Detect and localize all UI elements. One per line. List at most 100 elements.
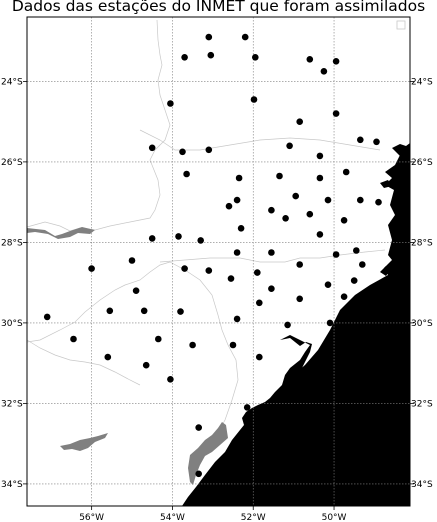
station-marker	[195, 470, 202, 478]
lakes	[27, 227, 228, 485]
station-marker	[175, 233, 182, 240]
station-marker	[167, 376, 174, 383]
lat-tick-label-right: 34°S	[411, 480, 433, 490]
station-marker	[253, 269, 261, 276]
station-marker	[284, 321, 291, 329]
lat-tick-label-left: 32°S	[1, 399, 23, 409]
station-marker	[237, 225, 245, 232]
station-marker	[179, 148, 186, 156]
lat-tick-label-left: 34°S	[1, 480, 23, 490]
lon-tick-label: 54°W	[160, 513, 185, 522]
station-marker	[227, 275, 235, 282]
station-marker	[233, 196, 241, 204]
station-marker	[243, 404, 251, 411]
station-marker	[276, 172, 283, 180]
station-marker	[296, 295, 304, 303]
lat-tick-label-right: 24°S	[411, 77, 433, 87]
station-marker	[316, 231, 324, 238]
station-marker	[324, 281, 332, 289]
station-marker	[357, 136, 364, 144]
lon-tick-label: 52°W	[241, 513, 266, 522]
station-marker	[106, 307, 114, 315]
station-marker	[326, 319, 334, 327]
station-marker	[357, 196, 364, 204]
station-marker	[316, 152, 324, 160]
station-marker	[250, 96, 258, 103]
lat-tick-label-right: 30°S	[411, 319, 433, 329]
lat-tick-label-left: 28°S	[1, 238, 23, 248]
station-marker	[205, 33, 213, 41]
legend-box	[396, 20, 406, 30]
station-marker	[229, 341, 237, 349]
station-marker	[375, 198, 382, 206]
station-marker	[268, 249, 275, 256]
station-marker	[142, 361, 150, 369]
axis-ticks: 56°W 54°W 52°W 50°W 24°S 24°S 26°S 26°S 28°S 28°S…	[1, 77, 433, 522]
station-marker	[43, 313, 51, 321]
map-title: Dados das estações do INMET que foram as…	[11, 0, 426, 15]
station-marker	[225, 202, 233, 210]
station-marker	[197, 237, 204, 244]
station-marker	[306, 56, 314, 63]
station-marker	[292, 192, 300, 200]
station-marker	[205, 267, 213, 274]
lat-tick-label-left: 30°S	[1, 319, 23, 329]
station-marker	[359, 261, 366, 268]
station-marker	[233, 249, 241, 256]
grid-lines	[27, 17, 410, 506]
station-marker	[332, 110, 340, 117]
station-marker	[353, 247, 360, 254]
station-marker	[132, 287, 140, 295]
station-marker	[88, 265, 95, 272]
station-marker	[104, 353, 112, 361]
station-marker	[373, 138, 380, 146]
station-marker	[177, 308, 184, 315]
station-marker	[296, 261, 304, 268]
station-marker	[140, 307, 148, 315]
station-marker	[235, 174, 243, 182]
lat-tick-label-right: 26°S	[411, 158, 433, 168]
station-marker	[128, 257, 136, 264]
stations-layer	[43, 33, 382, 478]
station-marker	[306, 210, 314, 218]
station-marker	[70, 335, 77, 343]
station-marker	[148, 144, 156, 152]
lat-tick-label-right: 32°S	[411, 399, 433, 409]
station-marker	[148, 235, 156, 242]
map-frame	[26, 16, 411, 507]
station-marker	[183, 170, 190, 178]
station-marker	[340, 293, 348, 301]
station-marker	[268, 285, 275, 293]
station-marker	[233, 315, 241, 323]
station-marker	[342, 168, 350, 176]
station-marker	[167, 100, 174, 107]
station-marker	[255, 299, 263, 307]
lat-tick-label-left: 26°S	[1, 158, 23, 168]
station-marker	[181, 265, 188, 272]
station-marker	[207, 51, 215, 59]
station-marker	[316, 174, 324, 182]
ocean	[182, 143, 410, 506]
station-marker	[332, 58, 340, 65]
station-marker	[340, 217, 348, 224]
station-marker	[296, 118, 304, 125]
station-marker	[205, 146, 213, 154]
lon-tick-label: 50°W	[322, 513, 347, 522]
station-marker	[282, 215, 289, 222]
station-marker	[195, 424, 202, 431]
lat-tick-label-right: 28°S	[411, 238, 433, 248]
station-marker	[286, 142, 293, 150]
station-marker	[181, 54, 188, 61]
station-marker	[268, 206, 275, 214]
station-marker	[189, 341, 196, 349]
station-marker	[350, 277, 358, 284]
station-marker	[155, 335, 162, 343]
state-borders	[26, 19, 386, 461]
station-marker	[324, 196, 332, 204]
station-marker	[241, 33, 249, 41]
station-marker	[332, 251, 340, 258]
lon-tick-label: 56°W	[79, 513, 104, 522]
station-marker	[320, 68, 328, 75]
station-marker	[255, 353, 263, 361]
